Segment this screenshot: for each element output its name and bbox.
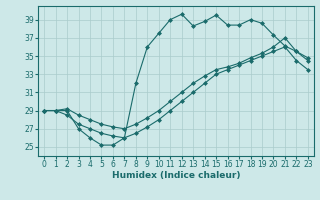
X-axis label: Humidex (Indice chaleur): Humidex (Indice chaleur) <box>112 171 240 180</box>
